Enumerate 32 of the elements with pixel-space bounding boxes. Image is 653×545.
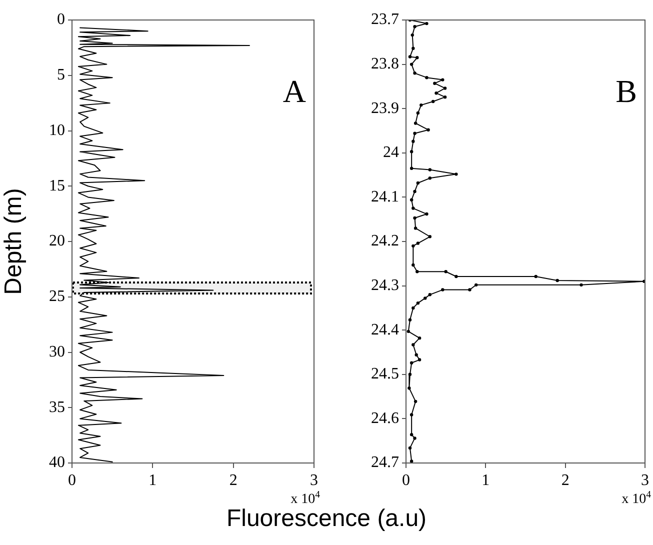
y-tick-label: 24.5 (371, 366, 399, 383)
y-tick-label: 24.7 (371, 454, 399, 472)
y-tick-label: 24.3 (371, 277, 399, 294)
y-tick-label: 24.4 (371, 321, 399, 338)
y-tick-label: 35 (49, 398, 65, 416)
x-tick-label: 2 (229, 472, 238, 489)
x-tick-label: 3 (641, 472, 649, 489)
x-axis-title: Fluorescence (a.u) (226, 505, 427, 532)
annotation: A (282, 72, 306, 109)
x-tick-label: 2 (561, 472, 570, 489)
y-tick-label: 30 (49, 343, 65, 360)
x-tick-label: 1 (148, 472, 157, 489)
y-tick-label: 5 (57, 66, 65, 84)
y-tick-label: 20 (49, 232, 65, 250)
y-axis-title: Depth (m) (0, 188, 28, 295)
y-tick-label: 15 (49, 177, 65, 194)
y-tick-label: 25 (49, 288, 65, 306)
y-tick-label: 10 (49, 122, 65, 139)
y-tick-label: 23.9 (371, 100, 399, 117)
x-tick-label: 0 (402, 472, 410, 489)
x-tick-label: 0 (68, 472, 76, 489)
y-tick-label: 24.1 (371, 188, 399, 206)
x-tick-label: 1 (482, 472, 490, 489)
y-tick-label: 23.7 (371, 11, 399, 28)
x-tick-label: 3 (310, 472, 318, 489)
y-tick-label: 24.6 (371, 410, 399, 427)
annotation: B (616, 72, 637, 109)
y-tick-label: 40 (49, 454, 65, 472)
y-tick-label: 24 (383, 144, 399, 162)
y-tick-label: 23.8 (371, 56, 399, 73)
y-tick-label: 24.2 (371, 232, 399, 250)
y-tick-label: 0 (57, 11, 65, 28)
